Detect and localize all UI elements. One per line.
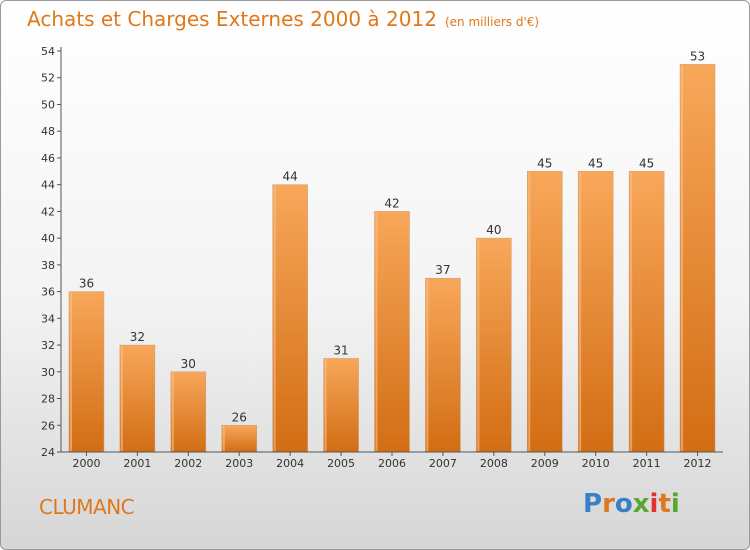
y-tick-label: 44: [41, 179, 55, 192]
logo-letter: r: [602, 489, 615, 519]
data-label-2000: 36: [79, 277, 94, 291]
data-label-2008: 40: [486, 223, 501, 237]
bar-highlight: [375, 212, 378, 451]
data-label-2010: 45: [588, 156, 603, 170]
x-tick-label-2012: 2012: [684, 457, 712, 470]
y-tick-label: 50: [41, 98, 55, 111]
data-label-2012: 53: [690, 49, 705, 63]
bar-highlight: [69, 292, 72, 451]
logo-letter: o: [614, 489, 633, 519]
logo-letter: P: [583, 489, 603, 519]
y-tick-label: 24: [41, 446, 55, 459]
bar-highlight: [273, 185, 276, 451]
bar-highlight: [171, 372, 174, 451]
bar-highlight: [477, 239, 480, 451]
y-tick-label: 46: [41, 152, 55, 165]
y-tick-label: 40: [41, 232, 55, 245]
proxiti-logo[interactable]: Proxiti: [583, 489, 680, 519]
bar-highlight: [120, 346, 123, 451]
data-label-2005: 31: [333, 343, 348, 357]
bar-2008: [476, 237, 512, 453]
x-tick-label-2005: 2005: [327, 457, 355, 470]
y-tick-label: 42: [41, 205, 55, 218]
x-tick-label-2007: 2007: [429, 457, 457, 470]
x-tick-label-2006: 2006: [378, 457, 406, 470]
x-tick-label-2009: 2009: [531, 457, 559, 470]
data-label-2003: 26: [232, 410, 247, 424]
bar-highlight: [426, 279, 429, 451]
bar-2005: [323, 358, 359, 453]
data-label-2004: 44: [283, 170, 298, 184]
y-tick-label: 34: [41, 312, 55, 325]
data-label-2001: 32: [130, 330, 145, 344]
bar-highlight: [324, 359, 327, 451]
y-tick-label: 52: [41, 72, 55, 85]
data-label-2009: 45: [537, 156, 552, 170]
data-label-2007: 37: [435, 263, 450, 277]
bar-2003: [221, 425, 257, 453]
bar-highlight: [579, 172, 582, 452]
y-tick-label: 32: [41, 339, 55, 352]
bar-highlight: [528, 172, 531, 452]
logo-letter: i: [670, 489, 680, 519]
chart-title: Achats et Charges Externes 2000 à 2012 (e…: [27, 7, 539, 31]
y-tick-label: 38: [41, 259, 55, 272]
bar-2010: [577, 171, 614, 453]
data-label-2006: 42: [384, 196, 399, 210]
y-tick-label: 54: [41, 45, 55, 58]
y-tick-label: 36: [41, 286, 55, 299]
chart-title-text: Achats et Charges Externes 2000 à 2012: [27, 7, 437, 31]
x-tick-label-2003: 2003: [225, 457, 253, 470]
bar-2011: [628, 171, 665, 453]
x-tick-label-2001: 2001: [123, 457, 151, 470]
bar-highlight: [630, 172, 633, 452]
x-tick-label-2002: 2002: [174, 457, 202, 470]
data-label-2011: 45: [639, 156, 654, 170]
y-tick-label: 48: [41, 125, 55, 138]
y-tick-label: 30: [41, 366, 55, 379]
bar-2000: [68, 291, 105, 453]
bar-highlight: [681, 65, 684, 451]
bar-2004: [272, 184, 308, 453]
logo-letter: i: [649, 489, 659, 519]
x-tick-label-2004: 2004: [276, 457, 304, 470]
bar-2007: [425, 277, 461, 453]
logo-letter: t: [658, 489, 671, 519]
chart-subtitle: (en milliers d'€): [444, 15, 540, 29]
logo-letter: x: [632, 489, 650, 519]
x-tick-label-2010: 2010: [582, 457, 610, 470]
x-tick-label-2000: 2000: [72, 457, 100, 470]
y-tick-label: 28: [41, 393, 55, 406]
commune-name: CLUMANC: [39, 495, 135, 519]
x-tick-label-2011: 2011: [633, 457, 661, 470]
bar-2009: [527, 171, 563, 453]
y-tick-label: 26: [41, 419, 55, 432]
bar-highlight: [222, 426, 225, 451]
bar-2001: [119, 344, 156, 453]
bar-2002: [170, 371, 207, 453]
bar-2012: [679, 64, 716, 453]
bar-2006: [374, 211, 410, 453]
x-tick-label-2008: 2008: [480, 457, 508, 470]
data-label-2002: 30: [181, 357, 196, 371]
